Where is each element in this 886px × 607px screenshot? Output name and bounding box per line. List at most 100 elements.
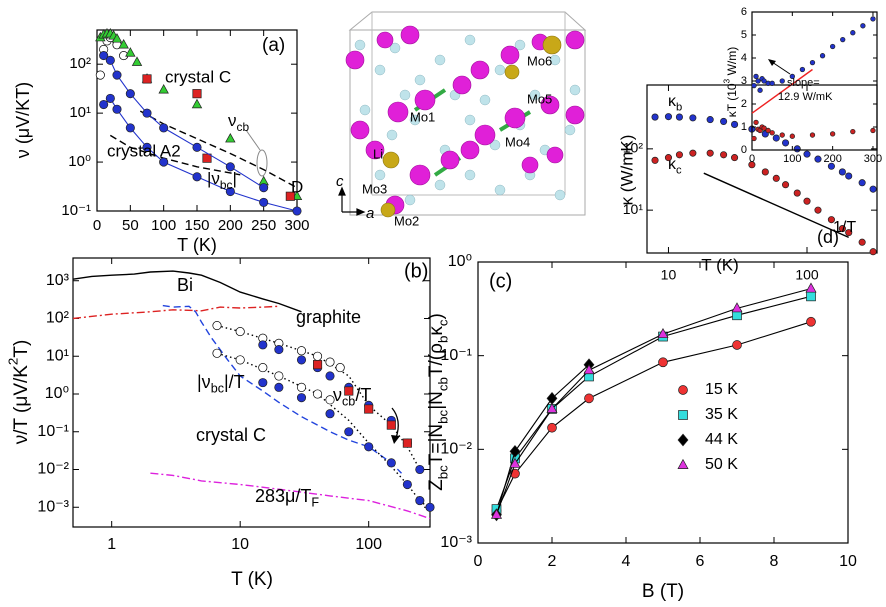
series-line — [496, 321, 812, 512]
marker — [769, 130, 775, 136]
marker — [664, 113, 673, 121]
marker — [235, 327, 245, 337]
marker — [772, 134, 780, 142]
legend-marker — [678, 410, 688, 420]
text-part: c — [676, 165, 682, 177]
x-tick-label: 0 — [93, 217, 101, 234]
y-tick-label: 10¹ — [623, 201, 644, 217]
marker — [125, 89, 135, 99]
panel-label: (a) — [262, 35, 285, 56]
marker — [765, 127, 771, 134]
y-tick-label: 10² — [46, 310, 70, 327]
crystal-structure — [338, 11, 587, 218]
marker — [112, 70, 122, 80]
text-part: ν — [228, 111, 237, 130]
marker — [799, 66, 806, 73]
y-tick-label: 10⁰ — [45, 385, 69, 402]
marker — [111, 33, 123, 43]
x-tick-label: 1 — [107, 536, 116, 553]
plot-frame — [96, 29, 298, 212]
marker — [105, 93, 115, 103]
text-part: bc — [220, 178, 233, 192]
marker — [225, 162, 235, 172]
text-part: | — [232, 169, 236, 188]
marker — [344, 427, 354, 437]
arrow — [391, 407, 399, 439]
marker — [838, 168, 846, 176]
marker — [313, 351, 323, 361]
marker — [761, 78, 767, 84]
marker — [225, 132, 236, 143]
x-tick-label: 10 — [231, 536, 249, 553]
text-part: T/(ρ — [426, 343, 447, 377]
y-tick-label: 10⁻¹ — [37, 423, 69, 440]
marker — [325, 357, 335, 367]
marker — [850, 128, 856, 135]
marker — [191, 98, 203, 109]
marker — [235, 355, 245, 365]
li-atoms — [380, 35, 562, 218]
marker — [814, 155, 822, 163]
y-axis-label: ν/T (μV/K2T) — [5, 340, 32, 445]
marker — [258, 378, 268, 388]
marker — [806, 291, 816, 302]
text-part: Z — [426, 479, 447, 491]
annotation: crystal C — [165, 67, 231, 86]
marker — [809, 59, 816, 66]
marker — [781, 139, 790, 147]
series-line — [162, 304, 402, 474]
marker — [827, 162, 835, 170]
marker — [829, 131, 836, 137]
annotation: 12.9 W/mK — [778, 91, 833, 103]
marker — [869, 185, 877, 193]
marker — [99, 99, 109, 110]
axis-letter: c — [336, 173, 344, 190]
marker — [142, 74, 152, 84]
marker — [490, 508, 503, 519]
marker — [335, 363, 345, 373]
series-line — [703, 172, 849, 239]
annotation-shapes — [245, 59, 791, 444]
series-line — [150, 472, 431, 520]
marker — [706, 149, 714, 157]
marker — [675, 113, 683, 121]
marker — [192, 172, 202, 182]
marker — [192, 89, 202, 99]
atom-label: Mo1 — [410, 109, 435, 124]
text-part: |ν — [207, 169, 220, 188]
marker — [325, 371, 335, 381]
marker — [779, 132, 785, 138]
marker — [731, 154, 739, 162]
marker — [125, 47, 136, 57]
text-part: cb — [342, 395, 355, 409]
annotation: 283μ/TF — [255, 486, 319, 510]
marker — [769, 80, 775, 86]
marker — [259, 183, 269, 193]
x-tick-label: 300 — [864, 153, 882, 165]
marker — [118, 38, 129, 49]
marker — [845, 172, 853, 180]
marker — [402, 438, 412, 448]
arrow-head — [768, 59, 776, 66]
marker — [547, 422, 557, 433]
atom-label: Mo4 — [505, 134, 530, 149]
y-tick-label: 10⁰ — [68, 153, 91, 170]
y-axis-label: κ (W/mK) — [617, 135, 636, 206]
marker — [850, 30, 856, 36]
plot-frame — [72, 257, 431, 528]
cell-box-top — [348, 11, 587, 31]
y-tick-label: 10¹ — [46, 347, 69, 364]
series-line — [72, 270, 302, 313]
marker — [125, 123, 135, 133]
marker — [159, 157, 169, 167]
series-line — [495, 364, 590, 515]
y-tick-label: 0 — [741, 144, 747, 156]
marker — [732, 340, 742, 350]
marker — [344, 386, 354, 396]
x-tick-label: 0 — [474, 553, 483, 570]
annotation: crystal A2 — [107, 141, 181, 160]
axis-arrows — [338, 186, 366, 216]
legend-marker — [677, 458, 689, 469]
marker — [805, 282, 817, 293]
marker — [296, 393, 307, 403]
